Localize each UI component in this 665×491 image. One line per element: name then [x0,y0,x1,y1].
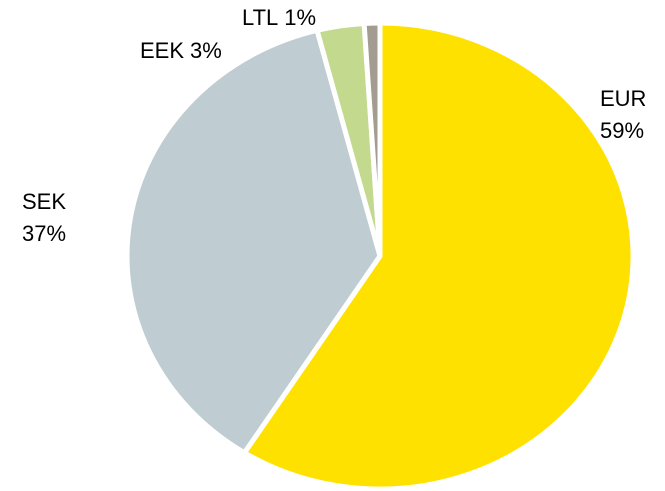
slice-value-label: 1% [284,5,316,30]
pie-slice [124,27,383,456]
slice-label-group: EEK 3% [140,38,222,63]
slice-label: EUR [600,86,646,111]
pie-slice [241,20,636,491]
slice-label-group: LTL 1% [242,5,316,30]
slice-value-label: 3% [190,38,222,63]
slice-label: SEK [22,189,66,214]
pie-slice [361,20,383,259]
slice-value-label: 59% [600,118,644,143]
slice-label: EEK [140,38,184,63]
slice-value-label: 37% [22,221,66,246]
slice-label: LTL [242,5,278,30]
